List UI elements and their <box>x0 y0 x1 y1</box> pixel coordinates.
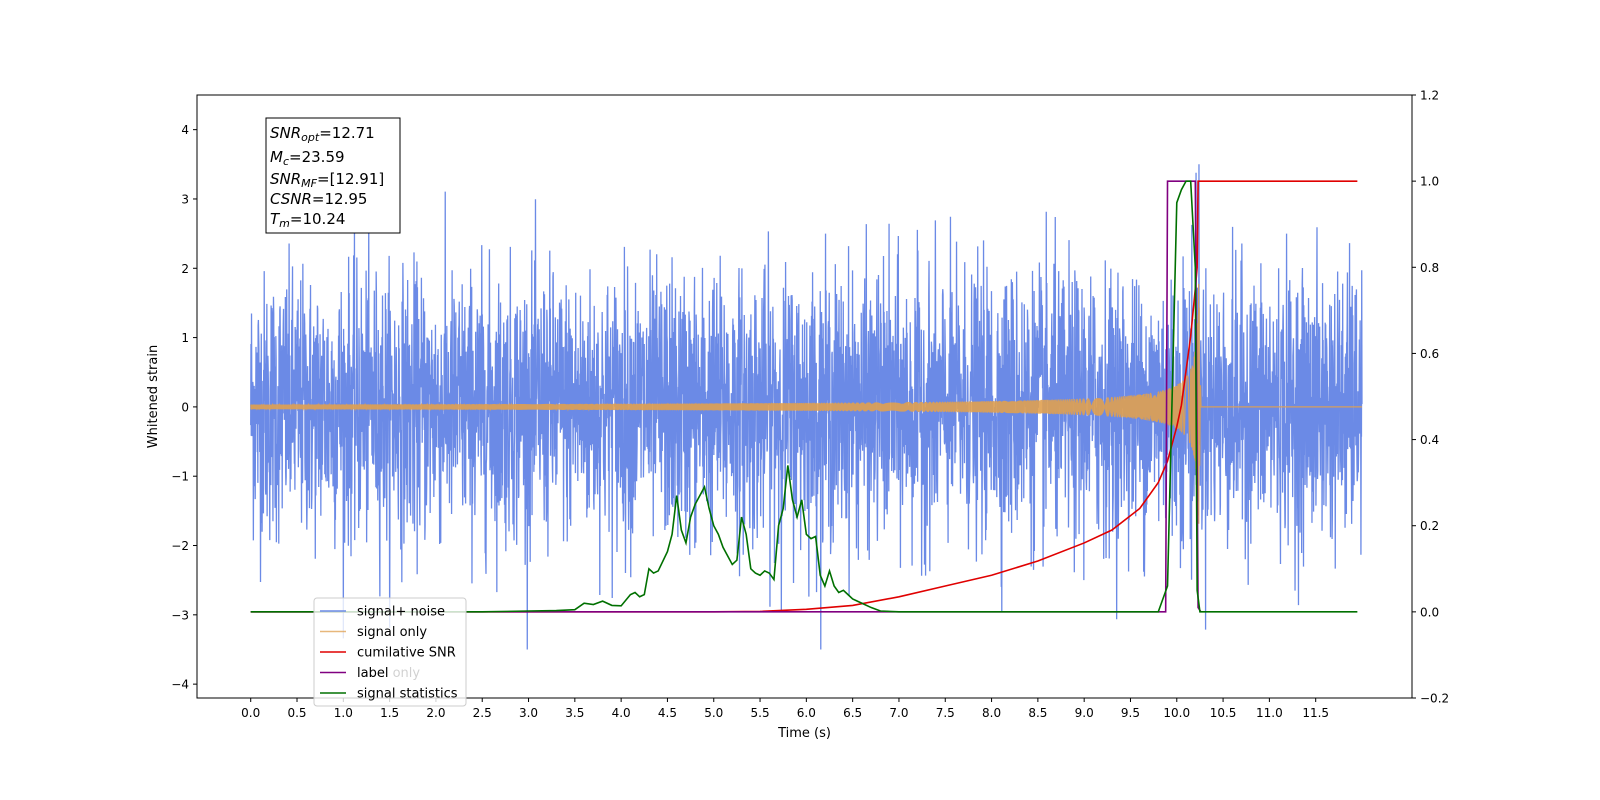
legend-frame <box>313 597 467 707</box>
x-tick-label: 2.5 <box>473 706 492 720</box>
info-value: =12.95 <box>312 190 368 208</box>
y-tick-label: 4 <box>181 123 189 137</box>
y-axis-label: Whitened strain <box>146 345 161 448</box>
info-symbol: SNR <box>270 124 301 142</box>
info-symbol: M <box>270 148 283 166</box>
info-subscript: opt <box>301 131 320 144</box>
info-line: Tm=10.24 <box>270 210 345 230</box>
x-tick-label: 8.0 <box>982 706 1001 720</box>
info-symbol: CSNR <box>270 190 312 208</box>
x-tick-label: 0.5 <box>287 706 306 720</box>
x-tick-label: 6.5 <box>843 706 862 720</box>
x-tick-label: 7.0 <box>889 706 908 720</box>
y-axis-right: −0.2 0.0 0.2 0.4 0.6 0.8 1.0 1.2 <box>1412 89 1449 706</box>
series-signal-noise <box>250 164 1363 650</box>
x-tick-label: 9.0 <box>1075 706 1094 720</box>
series-signal-only <box>250 283 1362 524</box>
info-value: =12.71 <box>319 124 375 142</box>
x-tick-label: 5.0 <box>704 706 723 720</box>
info-symbol: T <box>270 210 281 228</box>
x-axis-label: Time (s) <box>777 726 831 741</box>
info-value: =23.59 <box>289 148 345 166</box>
y2-tick-label: 0.4 <box>1420 433 1439 447</box>
y2-tick-label: 0.0 <box>1420 605 1439 619</box>
y-axis-left: −4 −3 −2 −1 0 1 2 3 4 <box>171 123 197 692</box>
y-tick-label: −3 <box>171 608 189 622</box>
y-tick-label: 2 <box>181 262 189 276</box>
info-line: SNRMF=[12.91] <box>270 170 384 190</box>
info-subscript: c <box>283 155 289 168</box>
x-tick-label: 10.5 <box>1210 706 1237 720</box>
y-tick-label: −4 <box>171 678 189 692</box>
x-tick-label: 6.0 <box>797 706 816 720</box>
info-subscript: m <box>279 217 290 230</box>
x-tick-label: 9.5 <box>1121 706 1140 720</box>
legend-label: signal+ noise <box>357 605 445 620</box>
y-tick-label: 1 <box>181 331 189 345</box>
x-tick-label: 4.0 <box>612 706 631 720</box>
y-tick-label: 0 <box>181 400 189 414</box>
y-tick-label: −2 <box>171 539 189 553</box>
x-tick-label: 3.5 <box>565 706 584 720</box>
legend-label: label <box>357 666 388 681</box>
y2-tick-label: −0.2 <box>1420 692 1449 706</box>
x-tick-label: 2.0 <box>426 706 445 720</box>
y-tick-label: −1 <box>171 470 189 484</box>
series-cumilative-snr <box>250 180 1358 613</box>
info-symbol: SNR <box>270 170 301 188</box>
x-tick-label: 11.0 <box>1256 706 1283 720</box>
y2-tick-label: 0.8 <box>1420 261 1439 275</box>
plot-frame <box>196 94 1413 699</box>
y2-tick-label: 1.0 <box>1420 175 1439 189</box>
x-tick-label: 4.5 <box>658 706 677 720</box>
info-line: SNRopt=12.71 <box>270 124 375 144</box>
legend-label: cumilative SNR <box>357 646 456 661</box>
info-subscript: MF <box>301 177 317 190</box>
info-line: Mc=23.59 <box>270 148 345 168</box>
series-signal-statistics <box>250 180 1358 613</box>
y-tick-label: 3 <box>181 192 189 206</box>
x-tick-label: 10.0 <box>1163 706 1190 720</box>
x-tick-label: 1.5 <box>380 706 399 720</box>
x-tick-label: 7.5 <box>936 706 955 720</box>
x-tick-label: 1.0 <box>334 706 353 720</box>
legend-ghost-label: label only <box>357 666 420 681</box>
x-tick-label: 5.5 <box>751 706 770 720</box>
info-box: SNRopt=12.71Mc=23.59SNRMF=[12.91]CSNR=12… <box>265 117 401 234</box>
x-tick-label: 0.0 <box>241 706 260 720</box>
x-tick-label: 3.0 <box>519 706 538 720</box>
legend-label: signal only <box>357 625 427 640</box>
info-value: =10.24 <box>290 210 346 228</box>
x-tick-label: 11.5 <box>1302 706 1329 720</box>
y2-tick-label: 0.2 <box>1420 519 1439 533</box>
x-axis: 0.0 0.5 1.0 1.5 2.0 2.5 3.0 3.5 4.0 4.5 5.0 5.5 6.0 6… <box>241 698 1329 720</box>
x-tick-label: 8.5 <box>1028 706 1047 720</box>
info-value: =[12.91] <box>317 170 384 188</box>
info-box-frame <box>265 117 401 234</box>
legend-label: signal statistics <box>357 687 458 702</box>
plot-area <box>250 164 1363 650</box>
info-line: CSNR=12.95 <box>270 190 367 208</box>
y2-tick-label: 0.6 <box>1420 347 1439 361</box>
y2-tick-label: 1.2 <box>1420 89 1439 103</box>
legend: signal+ noise signal only cumilative SNR la… <box>313 597 467 707</box>
